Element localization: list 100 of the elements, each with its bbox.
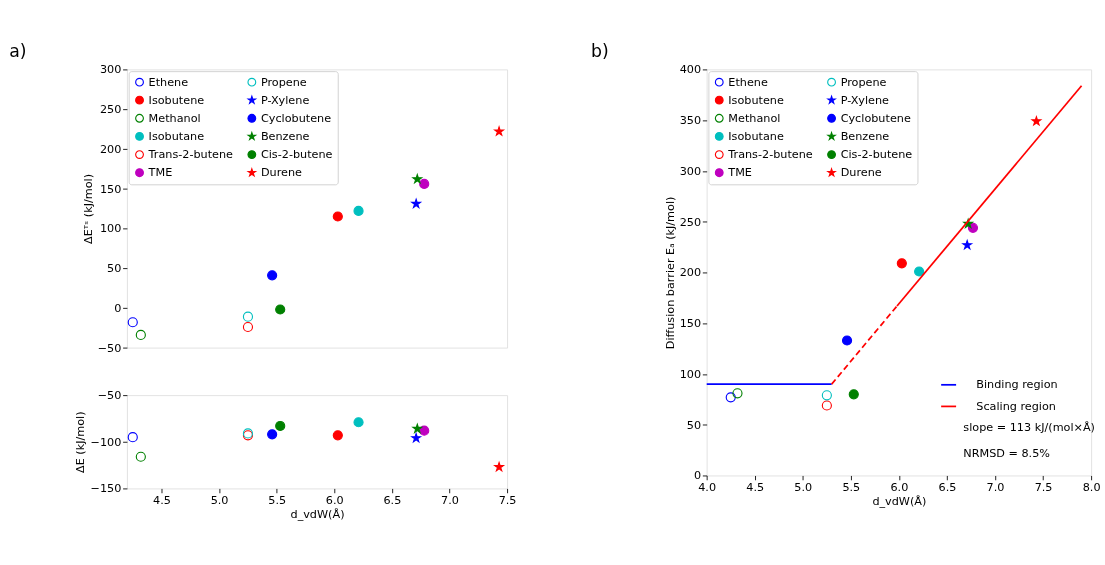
legend-label: TME [727, 166, 752, 180]
x-tick-label: 6.5 [383, 493, 402, 507]
chart-title: a) [9, 41, 27, 62]
legend-label: Isobutane [148, 129, 205, 143]
point [732, 388, 743, 399]
legend-label: Propene [840, 75, 887, 89]
legend-label: Isobutane [728, 129, 784, 143]
legend-label: P-Xylene [840, 93, 890, 107]
x-tick-label: 6.0 [325, 493, 344, 507]
y-tick-label: 300 [679, 164, 702, 178]
point [914, 266, 925, 277]
point [242, 311, 254, 322]
legend-label: Durene [840, 166, 882, 180]
point [848, 389, 859, 400]
legend-label: Isobutene [148, 93, 205, 107]
point [135, 329, 146, 341]
legend-label: Trans-2-butene [147, 148, 234, 162]
point [127, 432, 138, 443]
legend-label: Cis-2-butene [840, 148, 913, 162]
y-tick-label: 0 [114, 301, 122, 315]
y-axis-title: ΔEᵀˢ (kJ/mol) [81, 173, 95, 245]
y-tick-label: 100 [99, 222, 122, 236]
legend-label: Methanol [148, 111, 201, 125]
x-tick-label: 7.0 [441, 493, 459, 507]
point [275, 420, 286, 432]
point [242, 321, 254, 333]
y-tick-label: −50 [97, 389, 122, 403]
point [821, 400, 832, 411]
point [821, 390, 832, 401]
point [411, 433, 422, 443]
x-tick-label: 5.0 [210, 493, 229, 507]
y-tick-label: 200 [679, 266, 702, 280]
x-tick-label: 6.0 [890, 480, 909, 494]
legend-label: TME [147, 166, 173, 180]
chart-title: b) [591, 41, 609, 62]
legend-label: Scaling region [976, 399, 1056, 413]
y-tick-label: −150 [90, 482, 122, 496]
legend-label: Methanol [728, 111, 781, 125]
point [841, 335, 853, 346]
point [127, 317, 138, 328]
x-tick-label: 4.5 [746, 480, 765, 494]
legend-label: Cyclobutene [840, 111, 911, 125]
x-tick-label: 7.0 [986, 480, 1005, 494]
y-tick-label: 50 [686, 418, 702, 432]
y-tick-label: 0 [693, 469, 702, 483]
point [962, 240, 973, 250]
legend-label: Ethene [148, 75, 189, 89]
legend-label: Benzene [260, 129, 310, 143]
point [267, 429, 278, 440]
point [411, 198, 422, 209]
y-axis-title: ΔE (kJ/mol) [74, 411, 88, 474]
point [419, 178, 430, 190]
y-axis-title: Diffusion barrier Eₐ (kJ/mol) [663, 196, 677, 350]
y-tick-label: 150 [99, 182, 122, 196]
y-tick-label: 150 [679, 317, 702, 331]
x-tick-label: 5.5 [268, 493, 287, 507]
x-tick-label: 7.5 [498, 493, 517, 507]
y-tick-label: 300 [99, 63, 122, 77]
y-tick-label: 350 [679, 114, 702, 128]
point [267, 270, 278, 281]
legend-label: Ethene [728, 75, 768, 89]
x-tick-label: 6.5 [938, 480, 957, 494]
x-tick-label: 5.5 [842, 480, 861, 494]
x-tick-label: 7.5 [1034, 480, 1053, 494]
point [353, 417, 364, 428]
point [494, 461, 504, 472]
point [896, 258, 907, 269]
point [1031, 116, 1042, 126]
y-tick-label: 100 [679, 367, 702, 381]
point [135, 451, 146, 462]
legend-label: Cis-2-butene [260, 148, 333, 162]
y-tick-label: 200 [99, 142, 122, 156]
annotation: NRMSD = 8.5% [963, 447, 1051, 461]
legend-label: Benzene [840, 129, 890, 143]
legend-label: Durene [260, 166, 303, 180]
x-axis-title: d_vdW(Å) [872, 495, 927, 509]
y-tick-label: 250 [99, 103, 122, 117]
legend-label: Trans-2-butene [727, 148, 813, 162]
point [412, 174, 423, 184]
point [412, 423, 423, 433]
y-tick-label: 250 [679, 215, 702, 229]
y-tick-label: −100 [90, 435, 122, 449]
point [275, 304, 286, 315]
legend-label: Cyclobutene [260, 111, 332, 125]
y-tick-label: 400 [679, 63, 702, 77]
y-tick-label: −50 [97, 341, 122, 355]
legend-label: Binding region [976, 378, 1058, 392]
legend-label: Isobutene [728, 93, 784, 107]
x-tick-label: 5.0 [794, 480, 813, 494]
point [332, 430, 343, 441]
x-tick-label: 4.0 [698, 480, 717, 494]
x-axis-title: d_vdW(Å) [290, 508, 345, 522]
annotation: slope = 113 kJ/(mol×Å) [963, 421, 1095, 435]
x-tick-label: 8.0 [1082, 480, 1101, 494]
legend-label: Propene [260, 75, 307, 89]
x-tick-label: 4.5 [153, 493, 171, 507]
legend-label: P-Xylene [260, 93, 310, 107]
point [494, 126, 504, 136]
point [332, 211, 343, 222]
point [353, 205, 364, 217]
